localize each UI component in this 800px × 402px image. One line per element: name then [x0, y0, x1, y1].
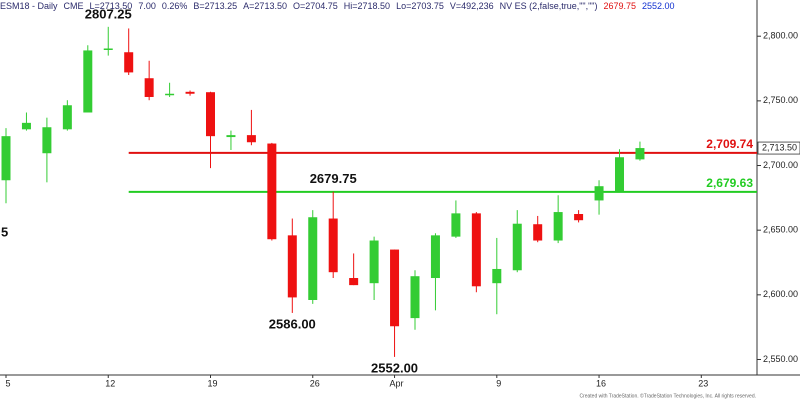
x-tick-label: 23 [698, 378, 708, 388]
y-tick-label: 2,650.00 [763, 225, 798, 235]
y-tick-label: 2,750.00 [763, 95, 798, 105]
candle-body [144, 78, 154, 97]
candle-body [635, 148, 645, 160]
level-label: 2,679.63 [706, 176, 753, 190]
x-tick-label: 19 [207, 378, 217, 388]
header-item: Lo=2703.75 [396, 1, 444, 11]
header-item: B=2713.25 [193, 1, 238, 11]
header-item: A=2713.50 [243, 1, 287, 11]
price-annotation: 2807.25 [85, 6, 132, 21]
header-item: 0.26% [161, 1, 188, 11]
candle-body [369, 240, 379, 284]
x-tick-label: 12 [105, 378, 115, 388]
header-item: V=492,236 [449, 1, 494, 11]
candle-body [185, 91, 195, 94]
header-item: ESM18 - Daily [0, 1, 58, 11]
candle-body [553, 212, 563, 241]
y-tick-label: 2,550.00 [763, 354, 798, 364]
candle-body [83, 50, 93, 113]
x-tick-label: 9 [496, 378, 501, 388]
x-tick-label: 16 [596, 378, 606, 388]
header-item: 7.00 [138, 1, 156, 11]
price-annotation: 2679.75 [310, 171, 357, 186]
y-tick-label: 2,600.00 [763, 289, 798, 299]
candle-body [62, 105, 72, 130]
candle-body [492, 268, 502, 284]
candle-body [451, 213, 461, 237]
candle-body [390, 249, 400, 327]
candle-body [206, 92, 215, 137]
level-label: 2,709.74 [706, 137, 753, 151]
candle-body [430, 235, 440, 279]
candle-body [410, 276, 420, 319]
candle-body [328, 218, 338, 273]
candle-body [165, 93, 175, 96]
candle-body [103, 48, 113, 50]
candle-body [1, 136, 11, 181]
last-price-box [757, 141, 800, 155]
candle-body [471, 213, 481, 287]
candle-body [42, 127, 52, 154]
candle-body [287, 235, 297, 298]
candle-body [574, 214, 584, 221]
price-annotation: 2552.00 [371, 360, 418, 375]
x-tick-label: 5 [5, 378, 10, 388]
last-price-label: 2,713.50 [762, 142, 797, 152]
header-item: 2552.00 [642, 1, 675, 11]
header-item: Hi=2718.50 [343, 1, 391, 11]
candle-body [349, 278, 359, 286]
header-item: NV ES (2,false,true,"","") [499, 1, 598, 11]
header-item: O=2704.75 [292, 1, 338, 11]
header: ESM18 - Daily CME L=2713.50 7.00 0.26% B=2713… [0, 1, 675, 11]
candle-body [21, 122, 31, 130]
y-tick-label: 2,800.00 [763, 31, 798, 41]
header-item: L=2713.50 [89, 1, 133, 11]
x-tick-label: Apr [390, 378, 404, 388]
candle-body [226, 135, 236, 138]
candle-body [308, 217, 318, 300]
edge-label: 5 [1, 224, 8, 239]
x-tick-label: 26 [310, 378, 320, 388]
y-tick-label: 2,700.00 [763, 160, 798, 170]
header-item: 2679.75 [603, 1, 637, 11]
footer: Created with TradeStation. ©TradeStation… [579, 392, 756, 399]
candle-body [267, 143, 277, 240]
header-item: CME [63, 1, 84, 11]
candle-body [124, 52, 134, 73]
price-annotation: 2586.00 [269, 316, 316, 331]
candle-body [533, 224, 543, 241]
candle-body [246, 135, 256, 143]
candle-body [615, 157, 624, 192]
candle-body [594, 186, 604, 201]
candle-body [512, 223, 522, 271]
